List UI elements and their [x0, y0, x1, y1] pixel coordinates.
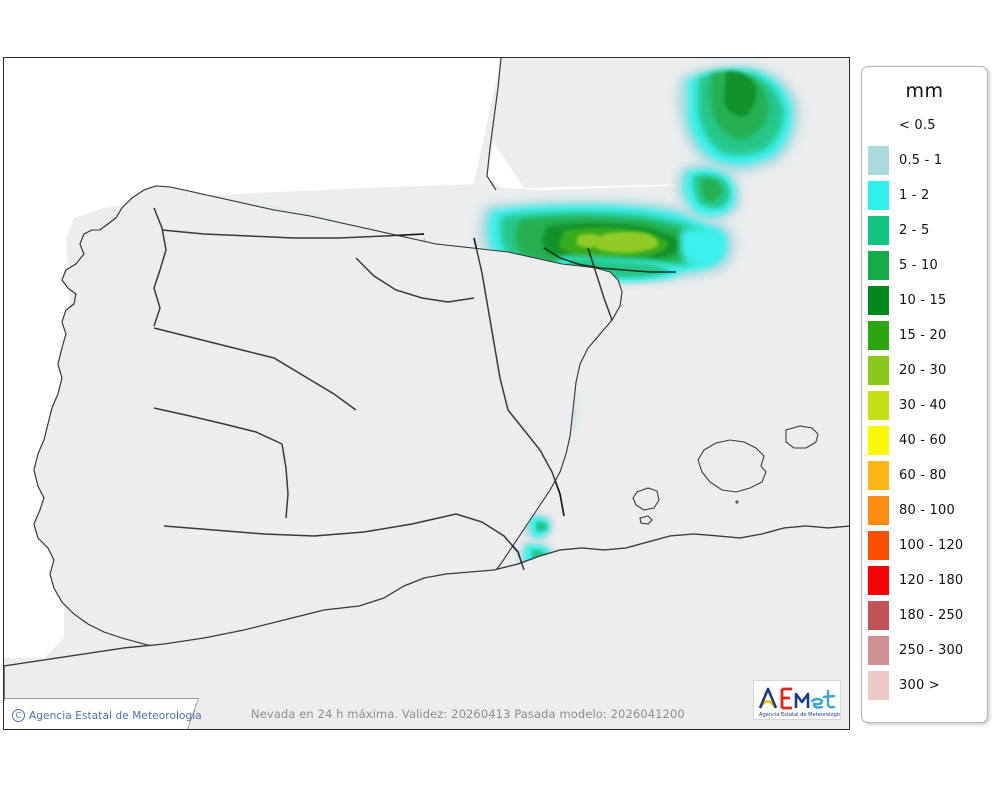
legend-swatch: [868, 321, 889, 350]
aemet-logo: Agencia Estatal de Meteorología: [753, 680, 841, 720]
legend-row: 80 - 100: [868, 493, 987, 528]
legend-row: < 0.5: [868, 108, 987, 143]
legend-swatch: [868, 111, 889, 140]
legend-label: 15 - 20: [899, 328, 947, 343]
legend-swatch: [868, 531, 889, 560]
legend-label: 60 - 80: [899, 468, 947, 483]
legend-row: 5 - 10: [868, 248, 987, 283]
legend-swatch: [868, 181, 889, 210]
legend-row: 100 - 120: [868, 528, 987, 563]
legend-label: 5 - 10: [899, 258, 938, 273]
legend-label: 250 - 300: [899, 643, 964, 658]
legend-row: 20 - 30: [868, 353, 987, 388]
legend-row: 0.5 - 1: [868, 143, 987, 178]
legend-swatch: [868, 216, 889, 245]
legend-row: 120 - 180: [868, 563, 987, 598]
precipitation-map-panel: C Agencia Estatal de Meteorología Nevada…: [3, 57, 850, 730]
legend-row: 2 - 5: [868, 213, 987, 248]
legend-title: mm: [905, 80, 944, 102]
legend-rows: < 0.5 0.5 - 1 1 - 2 2 - 5 5 - 10 10 - 15 15 - …: [862, 108, 987, 703]
map-stage: C Agencia Estatal de Meteorología Nevada…: [4, 58, 849, 729]
legend-row: 250 - 300: [868, 633, 987, 668]
legend-swatch: [868, 461, 889, 490]
legend-label: 100 - 120: [899, 538, 964, 553]
legend-label: 10 - 15: [899, 293, 947, 308]
legend-swatch: [868, 356, 889, 385]
legend-swatch: [868, 391, 889, 420]
legend-swatch: [868, 496, 889, 525]
legend-swatch: [868, 146, 889, 175]
legend-label: 300 >: [899, 678, 940, 693]
legend-label: 2 - 5: [899, 223, 930, 238]
legend-row: 60 - 80: [868, 458, 987, 493]
legend-row: 300 >: [868, 668, 987, 703]
coastline-overlay: [4, 58, 849, 729]
legend-swatch: [868, 251, 889, 280]
snow-area-pirineos: [478, 199, 736, 283]
legend-label: 180 - 250: [899, 608, 964, 623]
legend-panel: mm < 0.5 0.5 - 1 1 - 2 2 - 5 5 - 10 10 - 15 15…: [861, 66, 988, 723]
iberia-snow-map: [4, 58, 849, 729]
legend-label: 0.5 - 1: [899, 153, 943, 168]
legend-swatch: [868, 566, 889, 595]
logo-subtitle: Agencia Estatal de Meteorología: [759, 711, 840, 718]
legend-swatch: [868, 636, 889, 665]
legend-label: 1 - 2: [899, 188, 930, 203]
legend-row: 30 - 40: [868, 388, 987, 423]
legend-label: < 0.5: [899, 118, 936, 133]
legend-label: 30 - 40: [899, 398, 947, 413]
legend-swatch: [868, 601, 889, 630]
snow-area-golfo-leon: [676, 65, 801, 222]
legend-swatch: [868, 671, 889, 700]
legend-label: 120 - 180: [899, 573, 964, 588]
legend-row: 10 - 15: [868, 283, 987, 318]
legend-row: 1 - 2: [868, 178, 987, 213]
legend-label: 80 - 100: [899, 503, 955, 518]
balearic-islands: [632, 425, 819, 525]
legend-label: 40 - 60: [899, 433, 947, 448]
legend-row: 180 - 250: [868, 598, 987, 633]
legend-swatch: [868, 426, 889, 455]
legend-label: 20 - 30: [899, 363, 947, 378]
legend-row: 15 - 20: [868, 318, 987, 353]
legend-swatch: [868, 286, 889, 315]
legend-row: 40 - 60: [868, 423, 987, 458]
